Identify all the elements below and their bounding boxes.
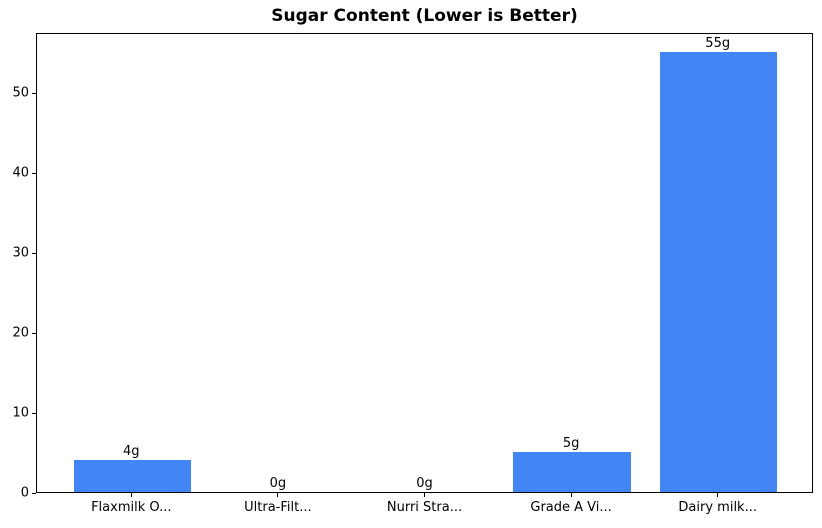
- bar-value-label: 5g: [562, 436, 580, 451]
- y-tick-mark: [32, 252, 36, 254]
- bar-Flaxmilk O...: [73, 460, 191, 492]
- y-tick-mark: [32, 412, 36, 414]
- x-tick-label: Flaxmilk O...: [91, 500, 172, 515]
- x-tick-mark: [717, 493, 719, 497]
- x-tick-label: Grade A Vi...: [530, 500, 612, 515]
- y-tick-mark: [32, 492, 36, 494]
- y-tick-mark: [32, 92, 36, 94]
- y-tick-label: 50: [12, 85, 29, 101]
- plot-area: [36, 33, 813, 493]
- x-tick-mark: [277, 493, 279, 497]
- x-tick-mark: [424, 493, 425, 497]
- y-tick-label: 20: [12, 325, 29, 341]
- bar-Grade A Vi...: [513, 452, 631, 492]
- bar-Dairy milk...: [660, 52, 778, 492]
- x-tick-mark: [130, 493, 132, 497]
- bar-value-label: 0g: [416, 476, 433, 491]
- x-tick-label: Ultra-Filt...: [244, 500, 312, 515]
- bar-value-label: 55g: [705, 36, 731, 51]
- y-tick-label: 10: [12, 405, 29, 421]
- y-tick-mark: [32, 332, 36, 334]
- y-tick-label: 40: [12, 165, 29, 181]
- y-tick-mark: [32, 172, 36, 174]
- bar-value-label: 0g: [269, 476, 287, 491]
- x-tick-mark: [570, 493, 572, 497]
- chart-title: Sugar Content (Lower is Better): [271, 6, 578, 26]
- x-tick-label: Nurri Stra...: [386, 500, 463, 515]
- y-tick-label: 30: [12, 245, 29, 261]
- y-tick-label: 0: [20, 485, 29, 501]
- bar-value-label: 4g: [123, 444, 140, 459]
- x-tick-label: Dairy milk...: [678, 500, 757, 515]
